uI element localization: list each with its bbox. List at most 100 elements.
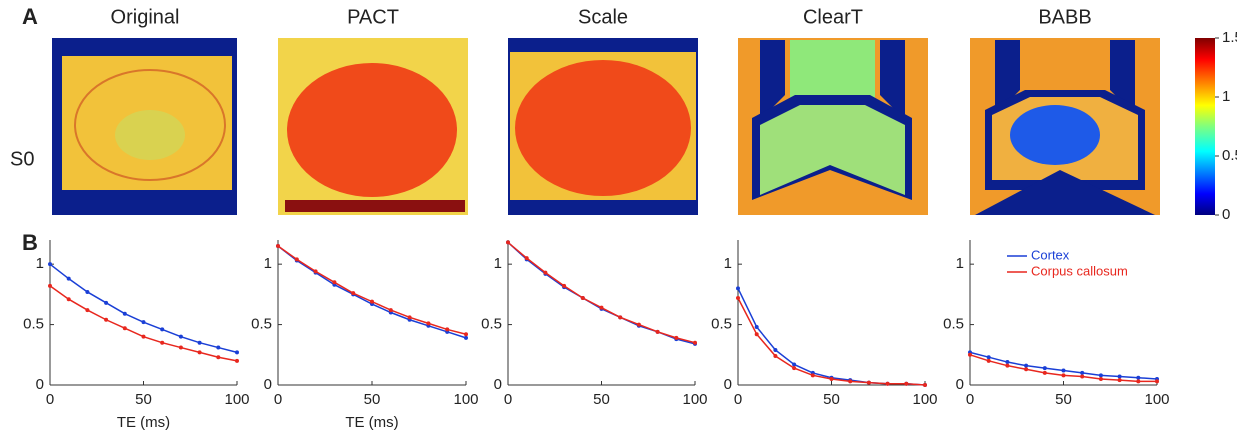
data-point [1098,376,1103,381]
data-point [986,358,991,363]
legend-label: Corpus callosum [1031,263,1128,278]
panel-label: A [22,4,38,29]
x-tick-label: 0 [504,391,512,408]
y-tick-label: 1 [264,255,272,272]
x-tick-label: 0 [734,391,742,408]
data-point [235,358,239,363]
data-point [754,325,759,329]
data-point [1061,368,1066,373]
data-point [197,350,202,355]
data-point [426,321,431,326]
data-point [904,381,909,386]
data-point [141,334,146,339]
series-line [507,241,696,345]
mri-image [508,38,698,215]
y-tick-label: 0.5 [943,316,964,333]
data-point [1136,379,1141,384]
data-point [66,297,71,302]
data-point [754,332,759,337]
data-point [351,291,356,296]
image-title: PACT [347,6,399,28]
x-tick-label: 100 [224,391,249,408]
data-point [216,345,221,350]
data-point [160,327,165,332]
data-point [464,332,468,337]
data-point [48,283,52,288]
data-point [1098,373,1103,378]
y-tick-label: 0 [494,376,502,393]
mri-image [52,38,237,215]
x-axis-label: TE (ms) [345,414,398,431]
colorbar [1195,38,1215,215]
x-tick-label: 100 [1144,391,1169,408]
image-title: ClearT [803,6,863,28]
data-point [923,383,927,387]
mri-image [278,38,468,215]
data-point [313,269,318,274]
image-title: Original [111,6,180,28]
data-point [104,300,109,305]
data-point [866,380,871,385]
data-point [294,257,299,262]
y-tick-label: 0 [956,376,964,393]
data-point [792,366,797,371]
data-point [968,352,972,357]
data-point [104,317,109,322]
data-point [792,362,797,367]
series-line [277,245,467,339]
colorbar-tick-label: 0 [1222,206,1230,223]
data-point [773,354,778,358]
data-point [736,286,740,291]
series-line [507,241,696,344]
data-point [178,345,183,350]
y-tick-label: 0 [724,376,732,393]
data-point [1024,367,1029,372]
y-tick-label: 1 [956,255,964,272]
y-tick-label: 0 [264,376,272,393]
data-point [1080,370,1085,375]
data-point [276,244,280,249]
data-point [543,270,548,275]
data-point [1005,363,1010,368]
data-point [829,376,834,381]
data-point [524,256,529,261]
data-point [1117,378,1122,383]
data-point [674,335,679,340]
data-point [693,340,697,345]
data-point [636,322,641,327]
data-point [885,381,890,386]
data-point [1080,374,1085,379]
data-point [1024,363,1029,368]
data-point [773,347,778,352]
data-point [235,350,239,355]
data-point [160,340,165,345]
data-point [618,315,623,320]
data-point [141,320,146,325]
data-point [332,280,337,285]
series-line [277,245,467,335]
series-line [737,297,926,386]
x-tick-label: 0 [274,391,282,408]
x-tick-label: 100 [682,391,707,408]
x-tick-label: 0 [966,391,974,408]
data-point [66,276,71,281]
data-point [810,373,815,378]
data-point [562,283,567,288]
data-point [655,329,660,334]
data-point [122,326,127,331]
data-point [506,240,510,245]
data-point [370,299,374,304]
image-title: Scale [578,6,628,28]
series-line [49,263,238,354]
data-point [736,296,740,300]
x-tick-label: 50 [823,391,840,408]
data-point [1042,366,1047,371]
data-point [1136,375,1141,380]
image-title: BABB [1038,6,1091,28]
colorbar-tick-label: 0.5 [1222,147,1237,164]
data-point [85,289,90,294]
panel-label: B [22,230,38,255]
mri-image [970,38,1160,215]
y-tick-label: 1 [494,255,502,272]
